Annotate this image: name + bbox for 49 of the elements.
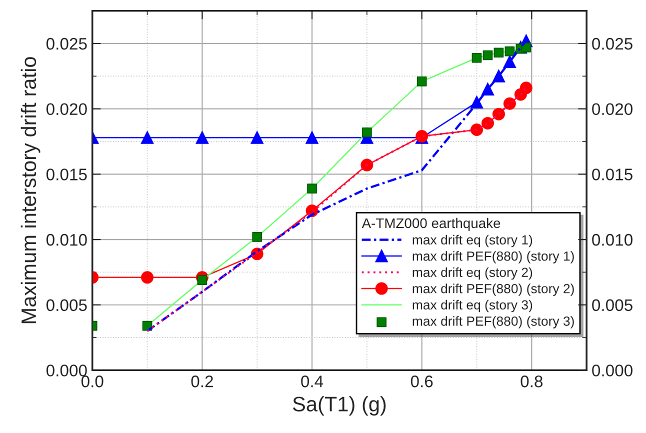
point: [520, 82, 532, 94]
y-tick-label: 0.000: [46, 364, 87, 376]
point: [416, 76, 427, 86]
x-tick-label: 0.6: [410, 376, 433, 388]
y-axis-title: Maximum interstory drift ratio: [20, 57, 40, 324]
y2-tick-label: 0.020: [592, 103, 632, 116]
y-tick-label: 0.020: [46, 103, 87, 116]
point: [504, 46, 515, 56]
y2-tick-label: 0.000: [592, 364, 632, 376]
y2-tick-label: 0.025: [592, 38, 632, 50]
x-tick-label: 0.0: [81, 376, 104, 388]
point: [481, 82, 494, 96]
point: [472, 52, 482, 63]
y2-tick-label: 0.010: [592, 234, 632, 246]
point: [494, 48, 504, 58]
point: [492, 70, 505, 82]
legend-label: max drift PEF(880) (story 1): [412, 251, 574, 264]
x-tick-label: 0.4: [301, 376, 324, 388]
point: [250, 131, 264, 144]
y-tick-label: 0.015: [46, 168, 87, 180]
y2-tick-label: 0.005: [592, 299, 632, 312]
point: [252, 232, 262, 242]
point: [196, 131, 208, 144]
legend-label: max drift eq (story 3): [412, 300, 532, 312]
legend-label: max drift PEF(880) (story 2): [412, 284, 574, 296]
legend-label: max drift eq (story 1): [412, 234, 532, 248]
y-tick-label: 0.010: [46, 234, 87, 246]
legend-label: max drift eq (story 2): [412, 267, 532, 280]
point: [470, 124, 483, 136]
y-tick-label: 0.005: [46, 299, 87, 312]
y-tick-label: 0.025: [46, 38, 87, 50]
legend-label: max drift PEF(880) (story 3): [412, 316, 574, 328]
point: [362, 127, 372, 138]
x-tick-label: 0.8: [520, 376, 543, 388]
x-tick-label: 0.2: [191, 376, 213, 388]
point: [197, 275, 208, 285]
legend-title: A-TMZ000 earthquake: [362, 218, 500, 231]
point: [481, 116, 494, 130]
point: [503, 97, 516, 110]
point: [360, 158, 374, 172]
point: [470, 96, 483, 109]
point: [307, 184, 317, 194]
x-axis-title: Sa(T1) (g): [292, 396, 386, 416]
point: [306, 131, 318, 144]
point: [492, 108, 505, 120]
y2-tick-label: 0.015: [592, 168, 632, 180]
point: [482, 50, 493, 60]
point: [141, 131, 154, 144]
point: [141, 271, 154, 284]
